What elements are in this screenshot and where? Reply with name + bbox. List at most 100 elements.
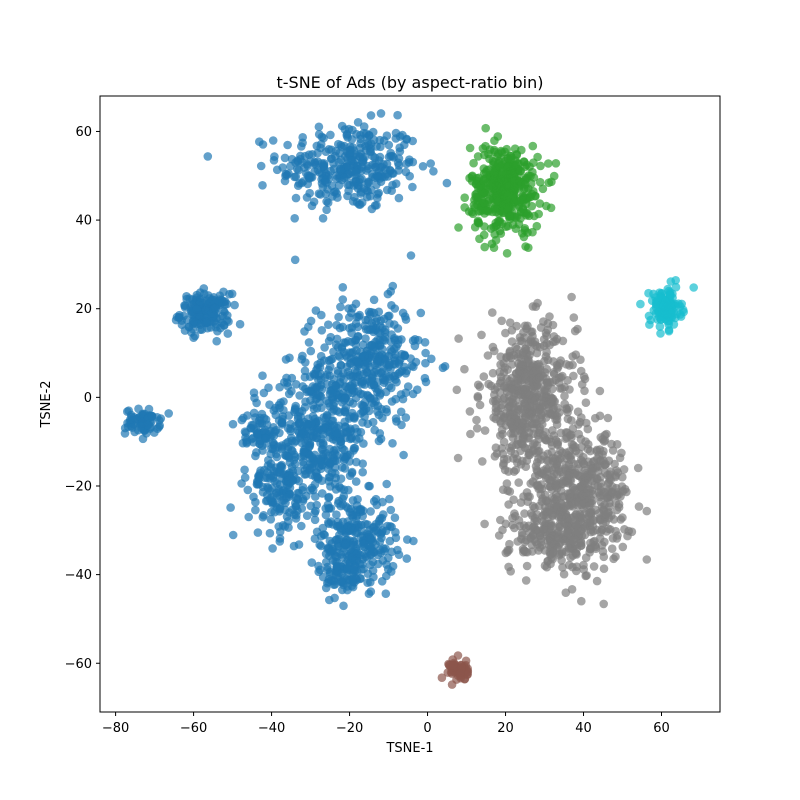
scatter-point: [310, 515, 320, 525]
scatter-point: [318, 489, 327, 498]
scatter-point: [304, 414, 313, 424]
scatter-point: [521, 242, 530, 251]
scatter-point: [300, 403, 310, 412]
scatter-point: [340, 173, 349, 183]
scatter-point: [508, 220, 518, 229]
scatter-point: [347, 469, 357, 478]
scatter-point: [290, 255, 300, 265]
scatter-point: [472, 415, 481, 425]
scatter-point: [255, 469, 265, 478]
scatter-point: [609, 515, 619, 524]
scatter-point: [507, 326, 517, 335]
scatter-point: [580, 473, 590, 482]
scatter-point: [324, 320, 333, 330]
scatter-point: [142, 429, 151, 438]
scatter-point: [595, 386, 605, 396]
scatter-point: [297, 142, 306, 151]
scatter-point: [547, 397, 556, 407]
scatter-point: [326, 355, 336, 364]
scatter-point: [317, 434, 326, 444]
scatter-point: [313, 363, 322, 373]
scatter-point: [264, 383, 273, 393]
scatter-point: [510, 144, 520, 153]
scatter-point: [403, 535, 412, 544]
scatter-point: [388, 281, 398, 291]
scatter-point: [577, 596, 586, 606]
scatter-point: [357, 526, 366, 536]
scatter-point: [477, 330, 486, 340]
scatter-point: [577, 413, 586, 422]
scatter-points: [120, 109, 698, 689]
scatter-point: [548, 410, 557, 420]
scatter-point: [535, 342, 545, 352]
scatter-point: [390, 513, 400, 522]
scatter-point: [585, 508, 594, 517]
scatter-point: [373, 190, 383, 199]
scatter-point: [228, 530, 238, 540]
scatter-point: [286, 426, 295, 436]
scatter-point: [400, 140, 409, 150]
scatter-point: [362, 185, 371, 195]
scatter-point: [562, 528, 572, 537]
scatter-point: [548, 426, 557, 435]
scatter-point: [619, 465, 629, 474]
scatter-point: [465, 143, 475, 153]
scatter-point: [408, 136, 418, 146]
scatter-point: [386, 337, 396, 347]
scatter-point: [526, 179, 536, 188]
scatter-point: [507, 384, 516, 394]
scatter-point: [547, 384, 557, 394]
scatter-point: [392, 377, 401, 387]
scatter-point: [489, 243, 499, 252]
scatter-point: [620, 525, 629, 534]
scatter-point: [263, 461, 273, 470]
scatter-point: [300, 447, 309, 457]
scatter-point: [365, 191, 375, 201]
scatter-point: [559, 569, 569, 579]
scatter-point: [599, 552, 609, 562]
scatter-point: [519, 521, 529, 530]
scatter-point: [608, 446, 618, 455]
scatter-point: [580, 374, 590, 384]
scatter-point: [583, 424, 593, 434]
scatter-point: [287, 445, 296, 455]
scatter-point: [421, 348, 430, 358]
scatter-point: [494, 531, 504, 540]
scatter-point: [293, 495, 303, 504]
scatter-point: [281, 451, 291, 461]
scatter-point: [479, 372, 489, 381]
scatter-point: [651, 302, 661, 312]
scatter-point: [618, 472, 627, 482]
scatter-point: [290, 459, 300, 469]
scatter-point: [533, 298, 542, 308]
scatter-point: [545, 312, 554, 321]
scatter-point: [279, 405, 288, 415]
scatter-point: [335, 530, 344, 540]
scatter-point: [348, 371, 358, 381]
scatter-point: [371, 519, 381, 529]
scatter-point: [262, 420, 272, 430]
scatter-point: [603, 413, 613, 423]
scatter-point: [554, 526, 563, 536]
scatter-point: [387, 547, 397, 557]
scatter-point: [536, 528, 545, 537]
scatter-point: [330, 449, 339, 458]
scatter-point: [385, 494, 394, 504]
scatter-point: [314, 561, 323, 571]
scatter-point: [562, 433, 572, 442]
scatter-point: [348, 552, 357, 562]
scatter-point: [378, 344, 387, 354]
scatter-point: [469, 200, 479, 210]
scatter-point: [496, 352, 506, 362]
scatter-point: [323, 457, 333, 466]
scatter-point: [385, 536, 395, 546]
scatter-point: [535, 428, 544, 438]
scatter-point: [341, 422, 350, 431]
scatter-point: [576, 455, 586, 465]
scatter-point: [298, 351, 307, 361]
scatter-point: [545, 378, 555, 387]
scatter-point: [521, 576, 531, 585]
scatter-point: [212, 336, 221, 346]
scatter-point: [356, 427, 366, 437]
